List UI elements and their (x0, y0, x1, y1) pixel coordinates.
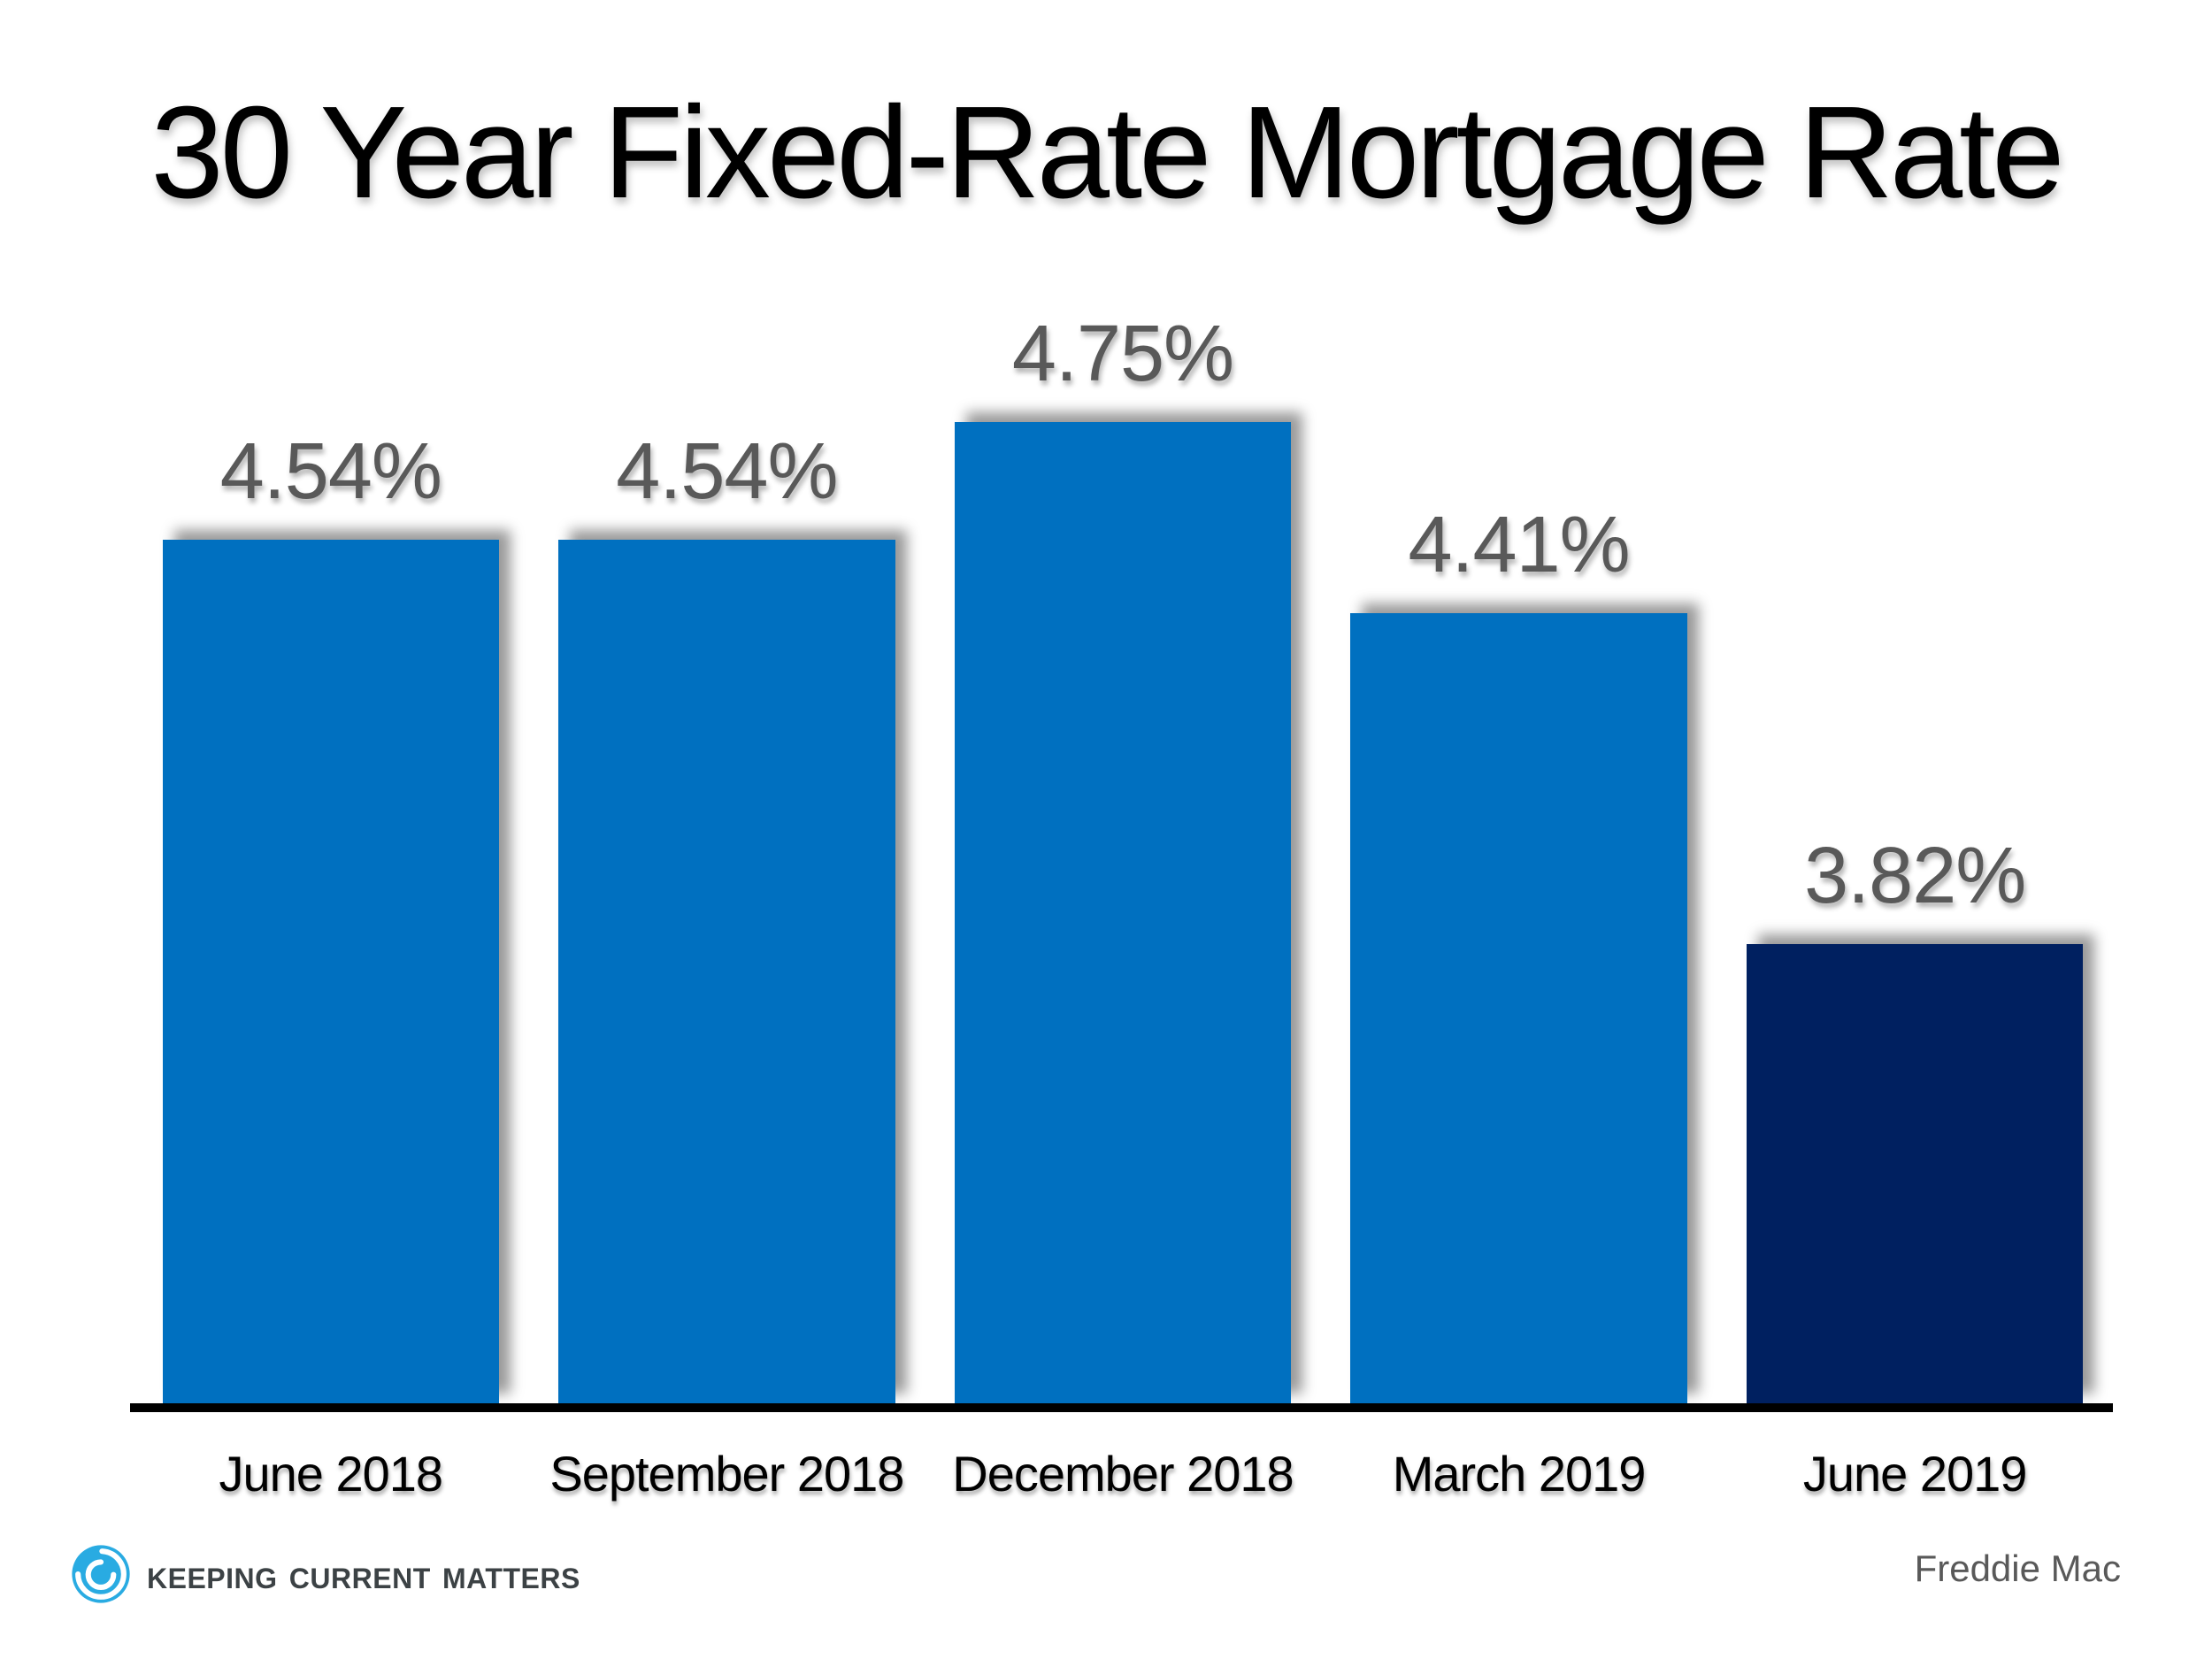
x-axis-label: December 2018 (952, 1446, 1294, 1502)
chart-title: 30 Year Fixed-Rate Mortgage Rate (150, 80, 2064, 226)
kcm-logo: Keeping Current Matters (71, 1544, 580, 1604)
bar-value-label: 4.75% (1011, 310, 1234, 399)
chart-column: 4.75% (925, 282, 1321, 1403)
bar-value-label: 4.54% (616, 427, 838, 517)
chart-column: 3.82% (1717, 282, 2113, 1403)
bar-value-label: 4.41% (1408, 500, 1630, 589)
chart-column: 4.54% (133, 282, 529, 1403)
bar (558, 540, 895, 1403)
bar (1746, 943, 2084, 1403)
x-axis-label: September 2018 (549, 1446, 904, 1502)
chart-column: 4.41% (1321, 282, 1717, 1403)
bar-chart: 4.54% 4.54% 4.75% 4.41% 3.82% (133, 282, 2113, 1403)
chart-column: 4.54% (529, 282, 926, 1403)
kcm-logo-text: Keeping Current Matters (147, 1551, 580, 1597)
x-axis-line (130, 1403, 2113, 1412)
bar (1350, 612, 1687, 1403)
x-axis-label: June 2019 (1802, 1446, 2028, 1502)
swirl-icon (72, 1545, 130, 1603)
bar (954, 422, 1292, 1403)
bar-value-label: 3.82% (1804, 831, 2026, 920)
bar (162, 540, 500, 1403)
source-label: Freddie Mac (1914, 1548, 2121, 1589)
x-axis-labels: June 2018 September 2018 December 2018 Marc… (133, 1449, 2113, 1499)
x-axis-label: June 2018 (219, 1446, 444, 1502)
x-axis-label: March 2019 (1392, 1446, 1647, 1502)
bar-value-label: 4.54% (219, 427, 442, 517)
